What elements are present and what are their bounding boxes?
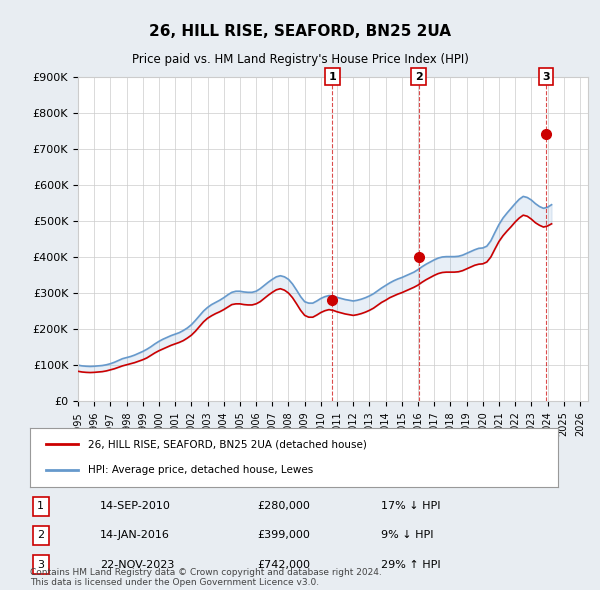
Text: Contains HM Land Registry data © Crown copyright and database right 2024.
This d: Contains HM Land Registry data © Crown c… <box>30 568 382 587</box>
Text: 9% ↓ HPI: 9% ↓ HPI <box>381 530 433 540</box>
Text: 26, HILL RISE, SEAFORD, BN25 2UA: 26, HILL RISE, SEAFORD, BN25 2UA <box>149 24 451 38</box>
Text: 29% ↑ HPI: 29% ↑ HPI <box>381 560 440 569</box>
Text: HPI: Average price, detached house, Lewes: HPI: Average price, detached house, Lewe… <box>88 466 313 475</box>
Text: 17% ↓ HPI: 17% ↓ HPI <box>381 502 440 511</box>
Text: 22-NOV-2023: 22-NOV-2023 <box>100 560 175 569</box>
Text: 14-JAN-2016: 14-JAN-2016 <box>100 530 170 540</box>
Text: 1: 1 <box>328 72 336 81</box>
Text: £399,000: £399,000 <box>257 530 310 540</box>
Text: 3: 3 <box>542 72 550 81</box>
Text: 14-SEP-2010: 14-SEP-2010 <box>100 502 171 511</box>
Text: 2: 2 <box>415 72 422 81</box>
Text: 26, HILL RISE, SEAFORD, BN25 2UA (detached house): 26, HILL RISE, SEAFORD, BN25 2UA (detach… <box>88 440 367 449</box>
Text: £742,000: £742,000 <box>257 560 310 569</box>
Text: 1: 1 <box>37 502 44 511</box>
Text: £280,000: £280,000 <box>257 502 310 511</box>
Text: Price paid vs. HM Land Registry's House Price Index (HPI): Price paid vs. HM Land Registry's House … <box>131 53 469 66</box>
Text: 3: 3 <box>37 560 44 569</box>
Text: 2: 2 <box>37 530 44 540</box>
